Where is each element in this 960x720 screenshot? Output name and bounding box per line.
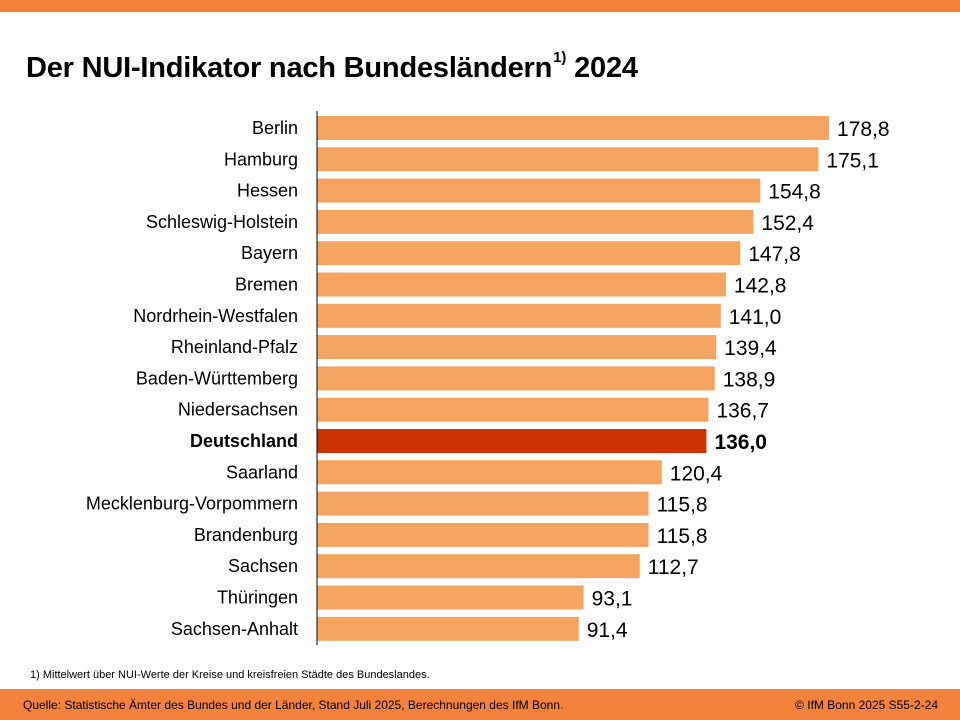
category-label: Niedersachsen [178, 400, 298, 420]
value-label: 120,4 [670, 462, 723, 485]
title-year: 2024 [574, 52, 638, 84]
footer-bar: Quelle: Statistische Ämter des Bundes un… [0, 689, 960, 720]
bar-niedersachsen [317, 397, 709, 422]
category-label: Baden-Württemberg [136, 368, 298, 388]
bar-brandenburg [317, 522, 649, 547]
value-label: 112,7 [648, 556, 699, 579]
bar-mecklenburg-vorpommern [317, 491, 649, 516]
value-label: 93,1 [592, 588, 633, 611]
bar-hamburg [317, 147, 819, 172]
title-footnote-ref: 1) [553, 49, 567, 66]
category-label: Thüringen [217, 588, 298, 608]
value-label: 138,9 [723, 368, 776, 391]
value-label: 136,7 [716, 400, 769, 423]
category-label: Bremen [235, 275, 298, 295]
category-label: Saarland [226, 462, 298, 482]
title-text: Der NUI-Indikator nach Bundesländern [26, 52, 553, 84]
category-label: Mecklenburg-Vorpommern [86, 494, 298, 514]
category-label: Hamburg [224, 149, 298, 169]
value-label: 142,8 [734, 275, 787, 298]
category-label: Sachsen-Anhalt [171, 619, 298, 639]
bar-hessen [317, 178, 761, 203]
category-label: Schleswig-Holstein [146, 212, 298, 232]
bar-bremen [317, 272, 726, 297]
bar-sachsen-anhalt [317, 616, 579, 641]
category-label: Berlin [252, 118, 298, 138]
bar-bayern [317, 241, 741, 266]
value-label: 154,8 [768, 181, 821, 204]
value-label: 175,1 [826, 149, 879, 172]
value-label: 147,8 [748, 243, 801, 266]
value-label: 141,0 [729, 306, 782, 329]
category-label: Rheinland-Pfalz [171, 337, 298, 357]
category-label: Brandenburg [194, 525, 298, 545]
value-label: 152,4 [761, 212, 814, 235]
bar-nordrhein-westfalen [317, 303, 721, 328]
top-accent-bar [0, 0, 960, 12]
category-label: Sachsen [228, 556, 298, 576]
bar-deutschland [317, 429, 707, 453]
source-note: Quelle: Statistische Ämter des Bundes un… [23, 698, 564, 712]
value-label: 139,4 [724, 337, 777, 360]
value-label: 115,8 [657, 525, 708, 548]
category-label: Bayern [241, 243, 298, 263]
bar-saarland [317, 460, 662, 485]
value-label: 115,8 [657, 494, 708, 517]
chart-title: Der NUI-Indikator nach Bundesländern1) 20… [26, 49, 638, 85]
bar-thüringen [317, 585, 584, 610]
footnote: 1) Mittelwert über NUI-Werte der Kreise … [30, 669, 430, 681]
bar-rheinland-pfalz [317, 335, 717, 360]
bar-sachsen [317, 554, 640, 579]
value-label: 136,0 [714, 431, 767, 454]
category-label: Hessen [237, 181, 298, 201]
bar-berlin [317, 116, 829, 140]
bar-baden-württemberg [317, 366, 715, 391]
category-label: Nordrhein-Westfalen [133, 306, 298, 326]
bar-schleswig-holstein [317, 209, 754, 234]
copyright-note: © IfM Bonn 2025 S55-2-24 [795, 698, 938, 712]
category-label: Deutschland [190, 431, 298, 451]
value-label: 178,8 [837, 118, 890, 141]
value-label: 91,4 [587, 619, 628, 642]
